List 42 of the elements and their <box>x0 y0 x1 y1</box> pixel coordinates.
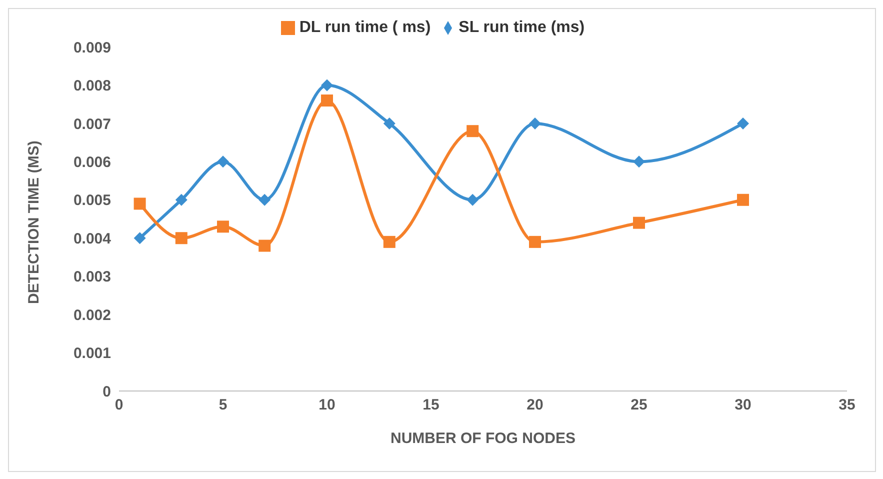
point <box>633 156 645 168</box>
point <box>321 79 333 92</box>
x-tick-label: 15 <box>422 396 440 414</box>
point <box>258 240 271 252</box>
point <box>383 236 396 248</box>
legend-label: DL run time ( ms) <box>299 19 431 36</box>
point <box>529 236 541 248</box>
point <box>466 194 479 206</box>
y-tick-label: 0.004 <box>73 230 112 248</box>
x-tick-label: 10 <box>318 396 336 414</box>
legend-label: SL run time (ms) <box>458 19 585 36</box>
point <box>383 117 396 130</box>
y-tick-label: 0.009 <box>73 39 111 56</box>
point <box>529 117 541 130</box>
point <box>737 117 749 130</box>
x-tick-label: 30 <box>734 396 752 414</box>
x-tick-label: 35 <box>838 396 856 414</box>
point <box>321 94 333 107</box>
y-tick-label: 0 <box>102 383 111 400</box>
y-tick-label: 0.002 <box>73 306 111 324</box>
point <box>217 220 229 233</box>
point <box>134 232 146 244</box>
x-tick-label: 5 <box>218 396 228 414</box>
point <box>134 198 146 210</box>
x-tick-label: 25 <box>630 396 648 414</box>
y-tick-label: 0.005 <box>73 192 111 210</box>
point <box>175 194 188 206</box>
y-tick-label: 0.008 <box>73 78 111 95</box>
x-axis-title: NUMBER OF FOG NODES <box>390 430 576 447</box>
y-tick-label: 0.006 <box>73 154 111 171</box>
point <box>258 194 271 206</box>
point <box>175 232 188 244</box>
x-tick-label: 20 <box>526 396 544 414</box>
point <box>217 156 229 168</box>
x-tick-label: 0 <box>114 396 124 414</box>
y-tick-label: 0.003 <box>73 268 111 286</box>
y-axis-title: DETECTION TIME (MS) <box>25 140 42 304</box>
y-tick-label: 0.001 <box>73 345 111 362</box>
point <box>633 216 645 229</box>
y-tick-label: 0.007 <box>73 116 111 133</box>
point <box>466 125 479 138</box>
point <box>737 194 749 206</box>
